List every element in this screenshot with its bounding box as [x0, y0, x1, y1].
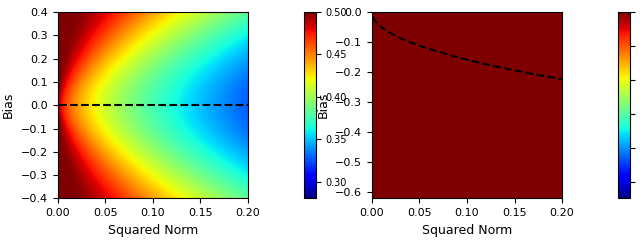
X-axis label: Squared Norm: Squared Norm — [422, 224, 512, 237]
Y-axis label: Bias: Bias — [316, 92, 330, 118]
Y-axis label: Bias: Bias — [2, 92, 15, 118]
X-axis label: Squared Norm: Squared Norm — [108, 224, 198, 237]
